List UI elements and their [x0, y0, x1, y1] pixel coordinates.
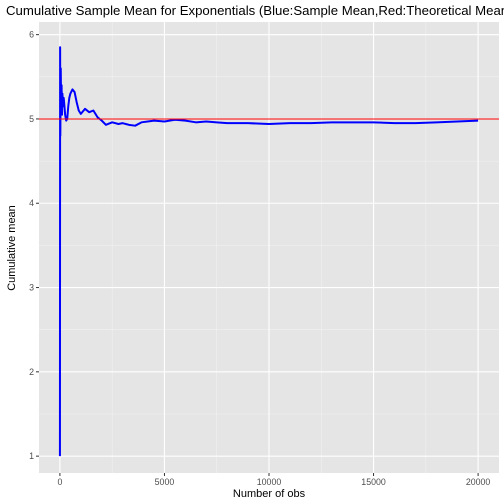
series-layer: [39, 46, 499, 457]
x-tick-label: 10000: [257, 477, 282, 487]
y-axis-title: Cumulative mean: [6, 205, 18, 291]
x-axis-title: Number of obs: [233, 488, 306, 500]
y-tick-label: 5: [29, 114, 34, 124]
y-tick-label: 2: [29, 367, 34, 377]
x-tick-label: 0: [57, 477, 62, 487]
y-tick-label: 4: [29, 198, 34, 208]
x-tick-label: 20000: [466, 477, 491, 487]
x-tick-label: 15000: [361, 477, 386, 487]
axis-layer: 0 5000 10000 15000 20000 1 2 3 4 5 6: [29, 30, 490, 487]
chart-title: Cumulative Sample Mean for Exponentials …: [6, 3, 504, 18]
x-tick-label: 5000: [155, 477, 175, 487]
y-tick-label: 6: [29, 30, 34, 40]
sample-mean-line: [58, 46, 479, 457]
y-tick-label: 1: [29, 451, 34, 461]
y-tick-label: 3: [29, 283, 34, 293]
